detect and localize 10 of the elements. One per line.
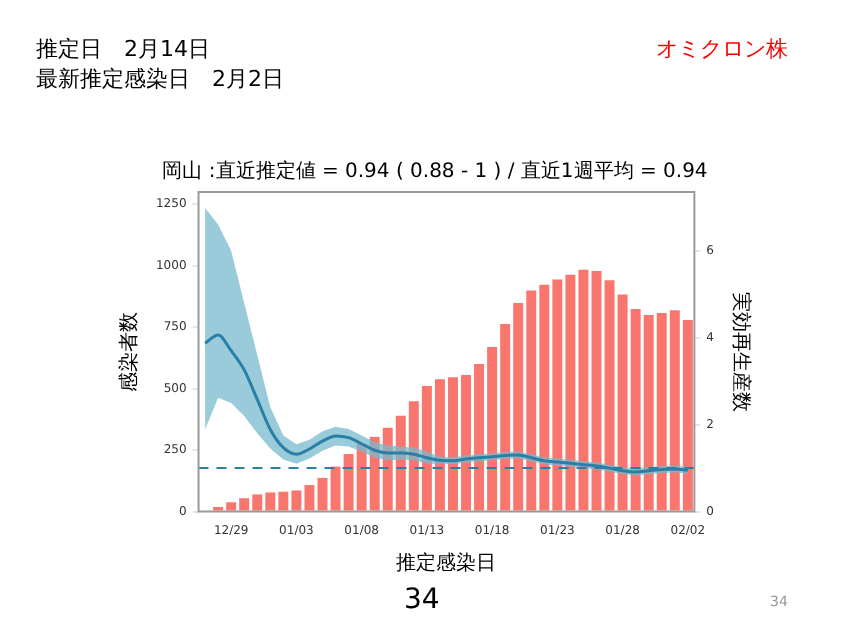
y-axis-title: 感染者数 <box>117 311 142 392</box>
y2-axis-title: 実効再生産数 <box>728 291 753 412</box>
text: 推定日 2月14日 <box>36 34 210 64</box>
line-series <box>203 333 690 474</box>
chart-title: 岡山 :直近推定値 = 0.94 ( 0.88 - 1 ) / 直近1週平均 = 0.94 <box>162 159 708 184</box>
text: 最新推定感染日 2月2日 <box>36 64 284 94</box>
text: 34 <box>404 584 440 616</box>
bar <box>317 477 328 511</box>
text: オミクロン株 <box>656 34 788 64</box>
x-axis-title: 推定感染日 <box>396 551 497 576</box>
